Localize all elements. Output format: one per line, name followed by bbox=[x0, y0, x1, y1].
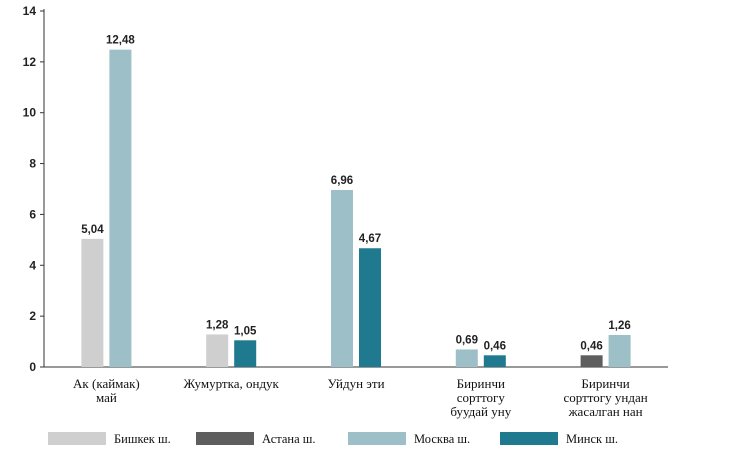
chart-legend: Бишкек ш. Астана ш. Москва ш. Минск ш. bbox=[48, 432, 618, 446]
category-label: Жумуртка, ондук bbox=[184, 376, 280, 391]
y-tick-label: 2 bbox=[29, 309, 36, 323]
data-label: 1,26 bbox=[608, 320, 630, 332]
category-label: май bbox=[96, 390, 117, 405]
bar bbox=[81, 238, 104, 367]
bar bbox=[234, 340, 257, 367]
legend-label: Москва ш. bbox=[414, 432, 470, 446]
chart-category-labels: Ак (каймак)май Жумуртка, ондук Уйдун эти Би… bbox=[73, 376, 648, 419]
bar bbox=[331, 190, 353, 367]
y-tick-label: 10 bbox=[23, 106, 37, 120]
y-tick-label: 0 bbox=[29, 360, 36, 374]
bar bbox=[483, 355, 506, 367]
category-label: Ак (каймак) bbox=[73, 376, 140, 391]
data-label: 1,28 bbox=[206, 319, 229, 331]
category-label: Биринчи bbox=[457, 376, 505, 391]
data-label: 1,05 bbox=[234, 325, 257, 337]
chart-data-labels: 5,04 12,48 1,28 1,05 6,96 4,67 0,69 0,46 0,46 1,2… bbox=[81, 35, 631, 353]
data-label: 0,69 bbox=[456, 334, 478, 346]
category-label: сорттогу ундан bbox=[564, 390, 648, 405]
bar bbox=[455, 349, 478, 367]
data-label: 0,46 bbox=[580, 340, 602, 352]
bar bbox=[109, 49, 132, 367]
y-tick-label: 4 bbox=[29, 258, 36, 272]
bar bbox=[206, 334, 229, 367]
data-label: 6,96 bbox=[331, 175, 353, 187]
legend-swatch bbox=[48, 432, 106, 445]
category-label: Уйдун эти bbox=[327, 376, 384, 391]
data-label: 0,46 bbox=[484, 340, 506, 352]
y-tick-label: 8 bbox=[29, 157, 36, 171]
category-label: жасалган нан bbox=[568, 404, 643, 419]
data-label: 4,67 bbox=[359, 233, 381, 245]
legend-swatch bbox=[196, 432, 254, 445]
data-label: 5,04 bbox=[81, 224, 104, 236]
category-label: буудай уну bbox=[450, 404, 511, 419]
bar bbox=[608, 334, 631, 367]
category-label: Биринчи bbox=[581, 376, 629, 391]
bar bbox=[359, 248, 381, 367]
chart-bars bbox=[81, 49, 631, 367]
y-tick-label: 14 bbox=[23, 4, 37, 18]
legend-swatch bbox=[500, 432, 558, 445]
legend-label: Минск ш. bbox=[566, 432, 618, 446]
legend-label: Бишкек ш. bbox=[114, 432, 171, 446]
category-label: сорттогу bbox=[457, 390, 506, 405]
data-label: 12,48 bbox=[106, 35, 135, 47]
y-tick-label: 12 bbox=[23, 55, 37, 69]
bar bbox=[580, 355, 603, 367]
chart-axes: 0 2 4 6 8 10 12 14 bbox=[23, 4, 668, 374]
y-tick-label: 6 bbox=[29, 207, 36, 221]
legend-swatch bbox=[348, 432, 406, 445]
legend-label: Астана ш. bbox=[262, 432, 316, 446]
